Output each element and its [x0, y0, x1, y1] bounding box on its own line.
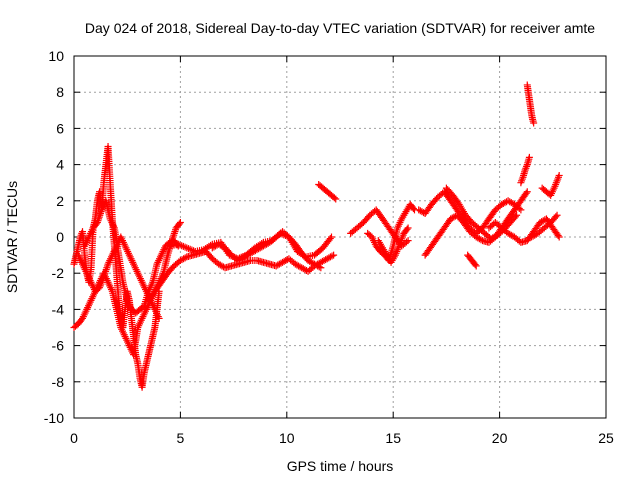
data-point: [403, 238, 410, 246]
data-point: [404, 224, 412, 232]
data-point: [183, 244, 191, 252]
y-tick-label: -2: [52, 265, 65, 281]
data-point: [523, 188, 531, 196]
data-point: [518, 175, 526, 183]
series-trace-o: [464, 251, 480, 270]
series-trace-t: [528, 211, 561, 241]
data-point: [507, 199, 515, 207]
y-tick-label: -10: [44, 410, 64, 426]
data-point: [330, 194, 338, 202]
data-point: [530, 119, 538, 127]
chart-title: Day 024 of 2018, Sidereal Day-to-day VTE…: [85, 20, 595, 36]
data-point: [181, 254, 189, 262]
series-trace-h: [315, 181, 340, 203]
y-tick-label: 0: [56, 229, 64, 245]
data-point: [330, 251, 338, 259]
data-point: [501, 199, 509, 207]
data-point: [404, 237, 412, 245]
data-point: [218, 262, 226, 270]
data-point: [522, 189, 530, 197]
data-point: [186, 245, 194, 253]
series-trace-r: [523, 81, 538, 127]
series-trace-q: [517, 153, 533, 187]
grid-lines: [74, 56, 606, 418]
data-point: [184, 245, 192, 253]
data-point: [327, 233, 335, 241]
y-tick-label: 8: [56, 84, 64, 100]
series-trace-e: [144, 247, 338, 304]
data-point: [403, 225, 411, 233]
y-tick-label: 2: [56, 193, 64, 209]
y-tick-label: -8: [52, 374, 65, 390]
y-tick-label: -6: [52, 338, 65, 354]
data-point: [317, 264, 325, 272]
data-point: [471, 261, 479, 269]
y-tick-label: 10: [48, 48, 64, 64]
data-points: [70, 81, 563, 391]
data-point: [155, 314, 163, 322]
x-tick-label: 15: [385, 430, 401, 446]
data-point: [176, 241, 184, 249]
data-point: [517, 206, 525, 214]
data-point: [525, 153, 533, 161]
series-trace-g: [208, 228, 325, 272]
data-point: [555, 233, 563, 241]
x-tick-label: 0: [70, 430, 78, 446]
data-point: [409, 204, 417, 212]
data-point: [332, 195, 340, 203]
data-point: [176, 219, 184, 227]
axis-ticks: 0 5 10 15 20 25 -10 -8 -6 -4 -2 0 2 4 6 8 10: [44, 48, 614, 446]
data-point: [175, 220, 183, 228]
series-trace-s: [538, 171, 563, 199]
x-tick-label: 10: [279, 430, 295, 446]
data-point: [554, 231, 562, 239]
data-point: [511, 213, 519, 221]
data-point: [179, 242, 187, 250]
series-trace-k: [374, 224, 412, 266]
data-point: [315, 263, 323, 271]
data-point: [552, 213, 560, 221]
y-tick-label: -4: [52, 301, 65, 317]
data-point: [174, 240, 182, 248]
series-trace-c: [74, 233, 163, 322]
x-tick-label: 5: [177, 430, 185, 446]
y-tick-label: 4: [56, 157, 64, 173]
data-point: [170, 229, 178, 237]
y-axis-label: SDTVAR / TECUs: [4, 181, 20, 293]
data-point: [472, 262, 480, 270]
data-point: [507, 231, 515, 239]
data-point: [178, 242, 186, 250]
data-point: [188, 246, 196, 254]
data-point: [92, 220, 100, 228]
data-point: [513, 211, 521, 219]
y-tick-label: 6: [56, 120, 64, 136]
data-point: [553, 211, 561, 219]
data-point: [181, 243, 189, 251]
data-point: [477, 236, 485, 244]
x-tick-label: 25: [598, 430, 614, 446]
x-tick-label: 20: [492, 430, 508, 446]
data-point: [555, 171, 563, 179]
data-point: [326, 235, 334, 243]
x-axis-label: GPS time / hours: [287, 458, 394, 474]
data-point: [328, 252, 336, 260]
